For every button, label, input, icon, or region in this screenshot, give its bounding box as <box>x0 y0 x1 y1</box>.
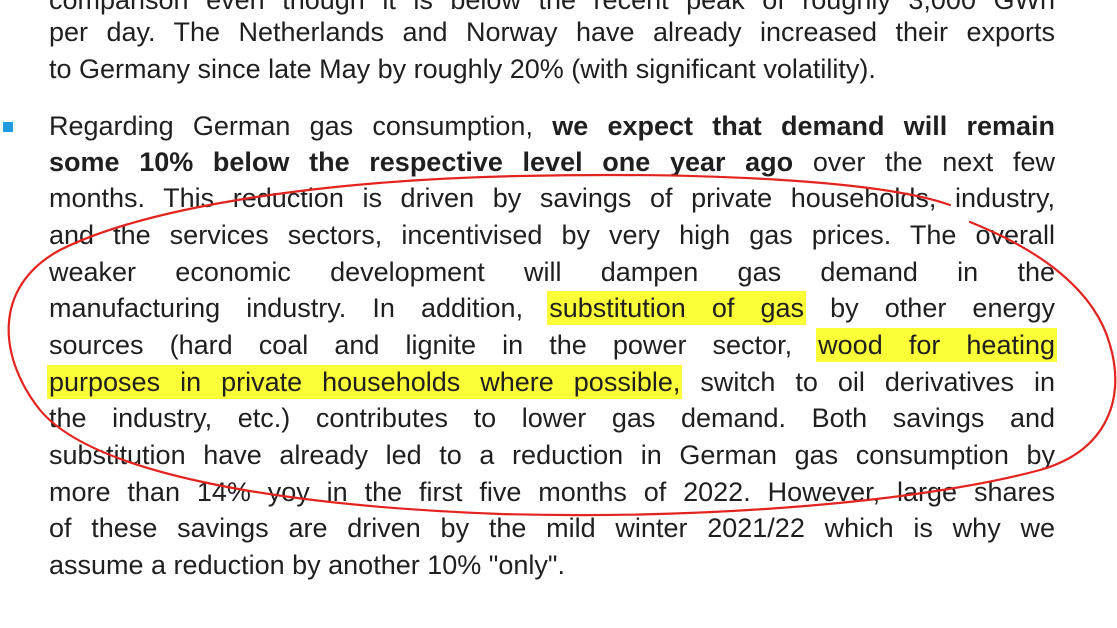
highlighted-text: wood for heating <box>818 330 1055 360</box>
text-line: sources (hard coal and lignite in the po… <box>49 330 1055 360</box>
text-line: months. This reduction is driven by savi… <box>49 183 1055 213</box>
highlighted-text: substitution of gas <box>549 293 805 323</box>
text-line: manufacturing industry. In addition, sub… <box>49 293 1055 323</box>
text-line: of these savings are driven by the mild … <box>49 513 1055 543</box>
bold-statement: we expect that demand will remain <box>552 111 1055 141</box>
highlighted-text: purposes in private households where pos… <box>49 367 681 397</box>
text-line: the industry, etc.) contributes to lower… <box>49 403 1055 433</box>
text-line-partial: comparison even though it is below the r… <box>49 0 1055 15</box>
bold-statement: some 10% below the respective level one … <box>49 147 794 177</box>
text-line: per day. The Netherlands and Norway have… <box>49 17 1055 47</box>
text-line: to Germany since late May by roughly 20%… <box>49 54 876 84</box>
text-line: substitution have already led to a reduc… <box>49 440 1055 470</box>
text-line: more than 14% yoy in the first five mont… <box>49 477 1055 507</box>
text-line: assume a reduction by another 10% "only"… <box>49 550 565 580</box>
text-line: weaker economic development will dampen … <box>49 257 1055 287</box>
text-line: and the services sectors, incentivised b… <box>49 220 1055 250</box>
text-line: purposes in private households where pos… <box>49 367 1055 397</box>
text-line: Regarding German gas consumption, we exp… <box>49 111 1055 141</box>
text-line: some 10% below the respective level one … <box>49 147 1055 177</box>
square-bullet-icon <box>3 122 13 132</box>
